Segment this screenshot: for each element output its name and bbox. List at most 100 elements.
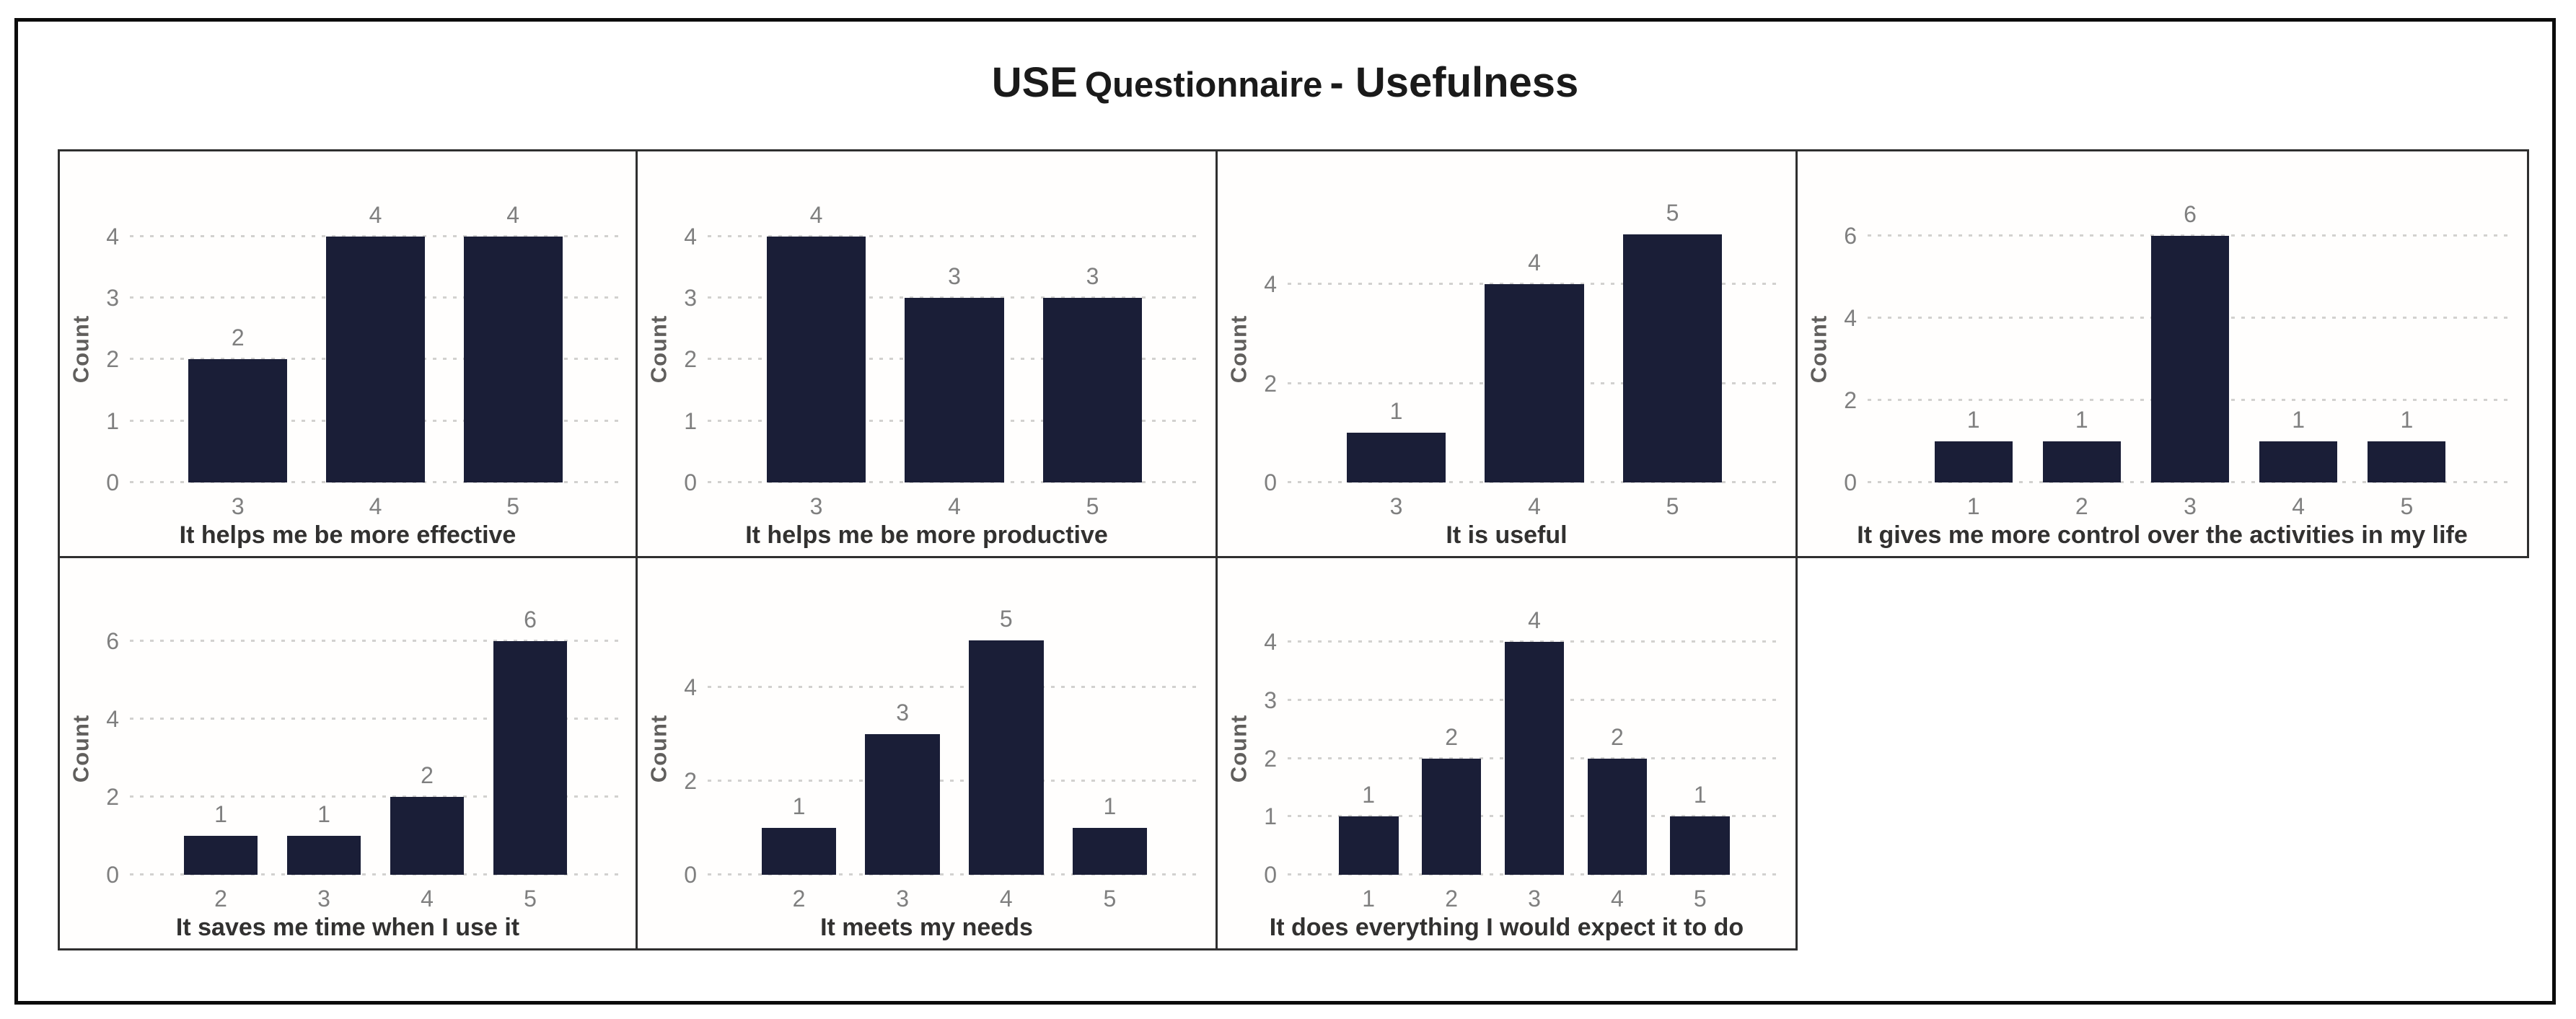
bar-value-label: 1: [317, 801, 330, 827]
x-axis-title: It helps me be more effective: [179, 521, 516, 549]
bar: [183, 836, 258, 875]
y-tick-label: 0: [1264, 862, 1277, 888]
x-tick-label: 2: [214, 886, 227, 912]
x-axis: 2 3 4 5: [708, 885, 1201, 912]
y-tick-label: 2: [684, 346, 697, 373]
bar-value-label: 4: [369, 201, 382, 228]
y-tick-label: 1: [684, 407, 697, 434]
y-tick-label: 3: [106, 285, 119, 312]
bar-value-label: 2: [1611, 723, 1624, 750]
x-axis: 3 4 5: [130, 493, 621, 520]
x-tick-label: 5: [506, 493, 520, 519]
gridline: [130, 795, 621, 798]
x-tick-label: 1: [1362, 886, 1376, 912]
bar: [2150, 235, 2230, 482]
y-tick-label: 2: [106, 346, 119, 373]
x-tick-label: 4: [421, 886, 434, 912]
y-tick-label: 0: [1264, 469, 1277, 495]
x-tick-label: 3: [1389, 493, 1403, 519]
y-axis: 0 2 4 6: [60, 622, 122, 888]
x-axis-title: It gives me more control over the activi…: [1857, 521, 2468, 549]
bar: [905, 298, 1004, 482]
x-tick-label: 5: [1103, 886, 1117, 912]
chart-panel-3: Count 0 2 4 1 4 5 3 4 5 It is useful: [1216, 149, 1798, 558]
plot-area: 4 3 3: [708, 202, 1201, 483]
y-axis: 0 1 2 3 4: [60, 215, 122, 495]
bar: [463, 236, 563, 482]
x-tick-label: 5: [2400, 493, 2414, 519]
bar: [1622, 234, 1723, 482]
plot-area: 1 4 5: [1288, 200, 1781, 483]
y-tick-label: 4: [1264, 629, 1277, 656]
bar: [1072, 828, 1148, 875]
bar-value-label: 2: [1445, 723, 1458, 750]
x-axis-title: It does everything I would expect it to …: [1269, 914, 1744, 941]
gridline: [708, 234, 1201, 237]
x-tick-label: 3: [1528, 886, 1541, 912]
y-tick-label: 6: [106, 628, 119, 654]
y-tick-label: 6: [1844, 222, 1857, 249]
bar-value-label: 4: [1528, 607, 1541, 634]
x-tick-label: 3: [2184, 493, 2197, 519]
y-axis: 0 1 2 3 4: [638, 215, 700, 495]
x-axis-title: It is useful: [1446, 521, 1568, 549]
gridline: [708, 686, 1201, 688]
bar: [325, 236, 426, 482]
y-tick-label: 3: [1264, 687, 1277, 713]
bar-value-label: 1: [792, 793, 806, 819]
bar: [1670, 816, 1731, 875]
bar-value-label: 6: [2184, 200, 2197, 227]
bar: [286, 836, 361, 875]
chart-panel-2: Count 0 1 2 3 4 4 3 3 3 4 5 It helps me be more prod…: [636, 149, 1218, 558]
bar: [761, 828, 837, 875]
bar: [188, 359, 288, 482]
x-axis: 2 3 4 5: [130, 885, 621, 912]
gridline: [708, 873, 1201, 875]
y-tick-label: 2: [684, 768, 697, 794]
page-title: USE Questionnaire - Usefulness: [14, 56, 2556, 115]
bar: [1934, 441, 2013, 482]
bar: [493, 641, 568, 875]
x-tick-label: 5: [1666, 493, 1679, 519]
bar: [390, 797, 465, 875]
plot-area: 1 2 4 2 1: [1288, 607, 1781, 875]
x-axis: 1 2 3 4 5: [1868, 493, 2513, 520]
bar-value-label: 3: [948, 263, 961, 290]
gridline: [1288, 640, 1781, 643]
y-tick-label: 0: [684, 862, 697, 888]
y-tick-label: 0: [684, 469, 697, 495]
bar-value-label: 5: [999, 606, 1013, 632]
x-tick-label: 4: [999, 886, 1013, 912]
y-tick-label: 4: [106, 706, 119, 733]
bar: [2259, 441, 2338, 482]
gridline: [130, 718, 621, 720]
bar-value-label: 2: [231, 325, 245, 351]
bar-value-label: 6: [524, 606, 537, 632]
y-tick-label: 1: [1264, 803, 1277, 830]
bar: [1346, 433, 1446, 482]
x-tick-label: 3: [317, 886, 330, 912]
bar-value-label: 4: [809, 201, 823, 228]
y-tick-label: 4: [1264, 271, 1277, 298]
bar-value-label: 1: [1362, 782, 1376, 808]
bar: [2368, 441, 2446, 482]
plot-area: 1 3 5 1: [708, 606, 1201, 875]
plot-area: 2 4 4: [130, 202, 621, 483]
gridline: [708, 296, 1201, 299]
y-tick-label: 0: [106, 862, 119, 888]
x-tick-label: 3: [896, 886, 910, 912]
y-tick-label: 3: [684, 285, 697, 312]
bar: [1042, 298, 1143, 482]
bar-value-label: 1: [1966, 406, 1980, 433]
page-title-usefulness: - Usefulness: [1329, 59, 1579, 106]
y-tick-label: 2: [1264, 745, 1277, 772]
chart-panel-1: Count 0 1 2 3 4 2 4 4 3 4 5 It helps me be more effe…: [58, 149, 638, 558]
x-tick-label: 5: [524, 886, 537, 912]
x-axis-title: It saves me time when I use it: [175, 914, 520, 941]
x-tick-label: 2: [2075, 493, 2088, 519]
bar-value-label: 1: [2292, 406, 2305, 433]
gridline: [1868, 234, 2513, 237]
page-title-questionnaire: Questionnaire: [1084, 66, 1323, 105]
